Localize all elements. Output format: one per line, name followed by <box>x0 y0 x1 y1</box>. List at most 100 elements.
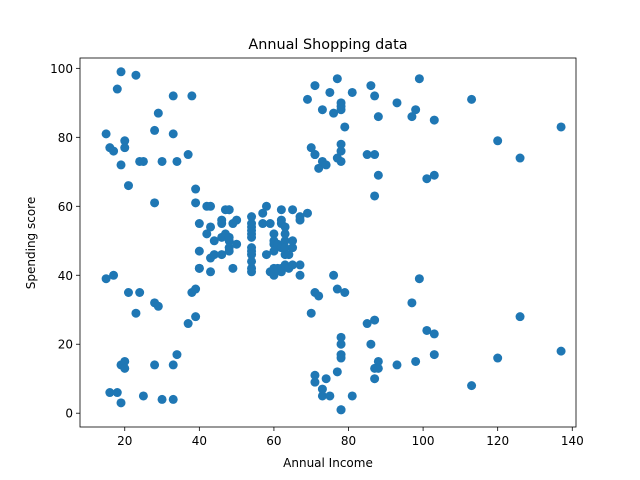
data-point <box>317 105 327 115</box>
data-point <box>314 291 324 301</box>
data-point <box>194 219 204 229</box>
data-point <box>321 374 331 384</box>
data-point <box>120 136 130 146</box>
data-point <box>295 270 305 280</box>
data-point <box>232 239 242 249</box>
data-point <box>153 108 163 118</box>
data-point <box>392 360 402 370</box>
data-point <box>336 101 346 111</box>
data-point <box>116 67 126 77</box>
points-layer <box>101 67 566 415</box>
data-point <box>120 363 130 373</box>
x-tick-label: 80 <box>341 434 356 448</box>
data-point <box>109 146 119 156</box>
data-point <box>556 346 566 356</box>
data-point <box>153 301 163 311</box>
data-point <box>280 236 290 246</box>
data-point <box>317 384 327 394</box>
data-point <box>317 391 327 401</box>
data-point <box>194 263 204 273</box>
data-point <box>123 181 133 191</box>
data-point <box>247 232 257 242</box>
y-tick-label: 60 <box>58 200 73 214</box>
data-point <box>183 319 193 329</box>
data-point <box>321 160 331 170</box>
data-point <box>112 388 122 398</box>
data-point <box>247 243 257 253</box>
data-point <box>150 198 160 208</box>
data-point <box>280 243 290 253</box>
data-point <box>217 219 227 229</box>
data-point <box>206 222 216 232</box>
data-point <box>295 215 305 225</box>
y-tick-label: 100 <box>50 62 73 76</box>
data-point <box>310 150 320 160</box>
data-point <box>150 125 160 135</box>
data-point <box>280 229 290 239</box>
data-point <box>336 339 346 349</box>
data-point <box>414 74 424 84</box>
data-point <box>336 353 346 363</box>
data-point <box>467 94 477 104</box>
y-tick-label: 20 <box>58 338 73 352</box>
data-point <box>336 156 346 166</box>
data-point <box>194 246 204 256</box>
data-point <box>284 250 294 260</box>
data-point <box>340 288 350 297</box>
x-axis-label: Annual Income <box>283 456 373 470</box>
data-point <box>340 122 350 132</box>
data-point <box>232 215 242 225</box>
data-point <box>429 329 439 339</box>
data-point <box>157 394 167 404</box>
x-tick-label: 40 <box>192 434 207 448</box>
data-point <box>258 208 268 218</box>
data-point <box>209 250 219 260</box>
data-point <box>288 236 298 246</box>
x-tick-label: 60 <box>266 434 281 448</box>
data-point <box>224 236 234 246</box>
x-axis-ticks: 20 40 60 80 100 120 140 <box>117 427 584 448</box>
data-point <box>258 219 268 229</box>
data-point <box>556 122 566 132</box>
data-point <box>347 87 357 97</box>
data-point <box>276 215 286 225</box>
data-point <box>373 112 383 122</box>
data-point <box>288 243 298 253</box>
data-point <box>168 129 178 139</box>
data-point <box>306 143 316 153</box>
y-tick-label: 40 <box>58 269 73 283</box>
data-point <box>247 256 257 266</box>
data-point <box>116 398 126 408</box>
data-point <box>392 98 402 108</box>
data-point <box>336 405 346 415</box>
data-point <box>366 81 376 91</box>
data-point <box>224 205 234 215</box>
data-point <box>373 363 383 373</box>
data-point <box>168 394 178 404</box>
data-point <box>120 356 130 366</box>
data-point <box>332 367 342 377</box>
data-point <box>370 374 380 384</box>
data-point <box>288 205 298 215</box>
data-point <box>422 174 432 184</box>
data-point <box>362 150 372 160</box>
data-point <box>131 308 141 318</box>
data-point <box>515 153 525 163</box>
data-point <box>414 274 424 284</box>
data-point <box>407 112 417 122</box>
data-point <box>150 360 160 370</box>
data-point <box>228 263 238 273</box>
data-point <box>429 350 439 360</box>
data-point <box>135 288 145 297</box>
data-point <box>366 339 376 349</box>
data-point <box>306 308 316 318</box>
data-point <box>314 163 324 173</box>
data-point <box>206 201 216 211</box>
data-point <box>131 70 141 80</box>
data-point <box>280 222 290 232</box>
data-point <box>187 91 197 101</box>
data-point <box>168 91 178 101</box>
data-point <box>467 381 477 391</box>
data-point <box>407 298 417 308</box>
data-point <box>247 219 257 229</box>
